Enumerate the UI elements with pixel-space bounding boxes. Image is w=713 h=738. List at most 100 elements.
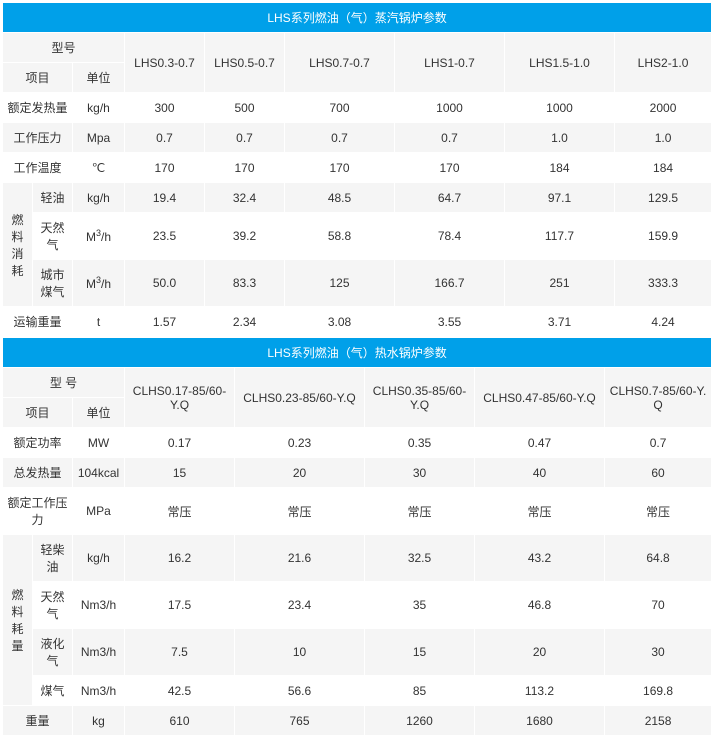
cell: 700: [285, 93, 395, 123]
cell: 56.6: [235, 676, 365, 706]
model-col: LHS0.3-0.7: [125, 33, 205, 93]
cell: 48.5: [285, 183, 395, 213]
row-unit: kg/h: [73, 93, 125, 123]
cell: 15: [365, 629, 475, 676]
cell: 20: [475, 629, 605, 676]
row-unit: M3/h: [73, 260, 125, 307]
row-name: 重量: [3, 706, 73, 736]
cell: 500: [205, 93, 285, 123]
cell: 30: [365, 458, 475, 488]
cell: 常压: [605, 488, 712, 535]
row-name: 天然气: [33, 213, 73, 260]
model-col: LHS2-1.0: [615, 33, 712, 93]
cell: 16.2: [125, 535, 235, 582]
cell: 97.1: [505, 183, 615, 213]
row-name: 煤气: [33, 676, 73, 706]
cell: 610: [125, 706, 235, 736]
row-unit: kg: [73, 706, 125, 736]
model-col: CLHS0.35-85/60-Y.Q: [365, 368, 475, 428]
cell: 169.8: [605, 676, 712, 706]
cell: 20: [235, 458, 365, 488]
cell: 0.17: [125, 428, 235, 458]
row-name: 城市煤气: [33, 260, 73, 307]
cell: 2158: [605, 706, 712, 736]
cell: 166.7: [395, 260, 505, 307]
cell: 2000: [615, 93, 712, 123]
cell: 常压: [235, 488, 365, 535]
cell: 32.4: [205, 183, 285, 213]
cell: 170: [395, 153, 505, 183]
cell: 1680: [475, 706, 605, 736]
cell: 10: [235, 629, 365, 676]
row-unit: Mpa: [73, 123, 125, 153]
table2-title: LHS系列燃油（气）热水锅炉参数: [3, 338, 712, 368]
cell: 23.5: [125, 213, 205, 260]
row-name: 轻柴油: [33, 535, 73, 582]
cell: 40: [475, 458, 605, 488]
cell: 35: [365, 582, 475, 629]
cell: 42.5: [125, 676, 235, 706]
cell: 1260: [365, 706, 475, 736]
row-name: 运输重量: [3, 307, 73, 337]
cell: 1.57: [125, 307, 205, 337]
cell: 0.47: [475, 428, 605, 458]
model-label: 型号: [3, 33, 125, 63]
cell: 251: [505, 260, 615, 307]
row-name: 轻油: [33, 183, 73, 213]
cell: 125: [285, 260, 395, 307]
row-unit: MW: [73, 428, 125, 458]
item-label: 项目: [3, 63, 73, 93]
row-unit: kg/h: [73, 183, 125, 213]
cell: 1.0: [505, 123, 615, 153]
row-unit: t: [73, 307, 125, 337]
model-col: CLHS0.17-85/60-Y.Q: [125, 368, 235, 428]
row-name: 液化气: [33, 629, 73, 676]
cell: 64.8: [605, 535, 712, 582]
cell: 170: [205, 153, 285, 183]
cell: 60: [605, 458, 712, 488]
model-col: LHS0.7-0.7: [285, 33, 395, 93]
cell: 2.34: [205, 307, 285, 337]
row-name: 额定发热量: [3, 93, 73, 123]
cell: 17.5: [125, 582, 235, 629]
cell: 170: [125, 153, 205, 183]
cell: 184: [615, 153, 712, 183]
cell: 58.8: [285, 213, 395, 260]
cell: 1000: [395, 93, 505, 123]
cell: 129.5: [615, 183, 712, 213]
cell: 15: [125, 458, 235, 488]
model-col: LHS1-0.7: [395, 33, 505, 93]
cell: 50.0: [125, 260, 205, 307]
cell: 85: [365, 676, 475, 706]
cell: 170: [285, 153, 395, 183]
cell: 3.55: [395, 307, 505, 337]
model-label: 型 号: [3, 368, 125, 398]
model-col: LHS1.5-1.0: [505, 33, 615, 93]
table1-title: LHS系列燃油（气）蒸汽锅炉参数: [3, 3, 712, 33]
fuel-group: 燃料耗量: [3, 535, 33, 706]
cell: 39.2: [205, 213, 285, 260]
cell: 117.7: [505, 213, 615, 260]
row-unit: M3/h: [73, 213, 125, 260]
row-name: 总发热量: [3, 458, 73, 488]
row-name: 额定功率: [3, 428, 73, 458]
row-name: 工作温度: [3, 153, 73, 183]
cell: 159.9: [615, 213, 712, 260]
cell: 46.8: [475, 582, 605, 629]
cell: 184: [505, 153, 615, 183]
cell: 4.24: [615, 307, 712, 337]
fuel-group: 燃料消耗: [3, 183, 33, 307]
cell: 113.2: [475, 676, 605, 706]
row-unit: ℃: [73, 153, 125, 183]
cell: 0.23: [235, 428, 365, 458]
cell: 0.7: [205, 123, 285, 153]
row-unit: Nm3/h: [73, 582, 125, 629]
cell: 64.7: [395, 183, 505, 213]
cell: 765: [235, 706, 365, 736]
model-col: CLHS0.7-85/60-Y.Q: [605, 368, 712, 428]
cell: 333.3: [615, 260, 712, 307]
cell: 3.08: [285, 307, 395, 337]
hotwater-boiler-table: LHS系列燃油（气）热水锅炉参数 型 号 CLHS0.17-85/60-Y.Q …: [2, 337, 712, 736]
cell: 43.2: [475, 535, 605, 582]
cell: 300: [125, 93, 205, 123]
